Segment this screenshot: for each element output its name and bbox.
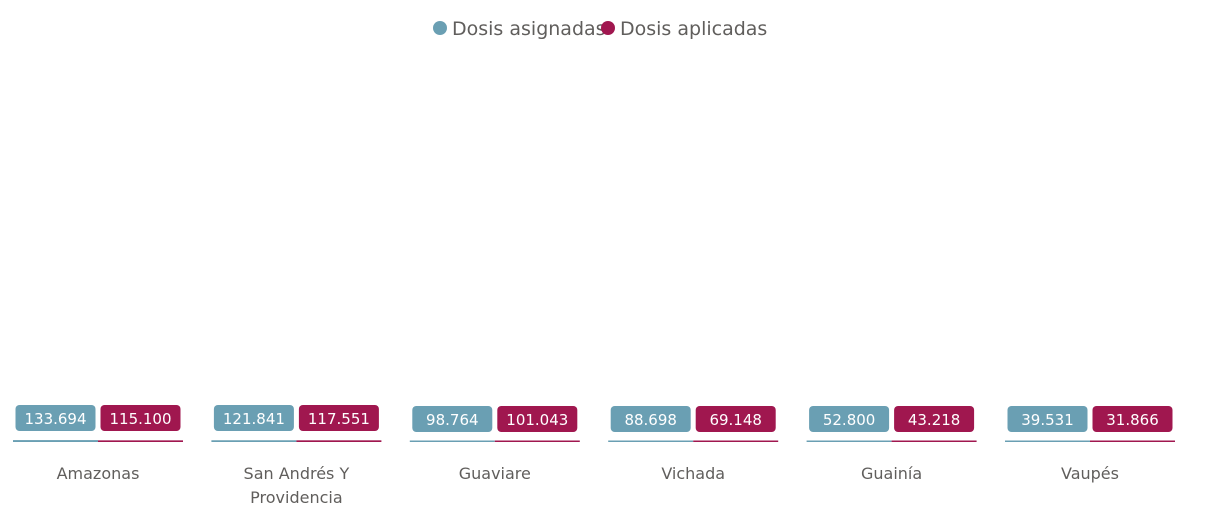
data-label-0-2: 98.764 bbox=[426, 411, 479, 429]
legend-marker-0 bbox=[433, 21, 447, 35]
bar-1-4[interactable] bbox=[891, 440, 977, 443]
legend: Dosis asignadas Dosis aplicadas bbox=[433, 18, 767, 40]
data-label-1-3: 69.148 bbox=[709, 411, 762, 429]
data-label-bg-1-3 bbox=[695, 406, 776, 432]
data-label-1-5: 31.866 bbox=[1106, 411, 1159, 429]
bar-0-5[interactable] bbox=[1005, 440, 1090, 443]
category-group-1: 121.841 117.551 San Andrés Y Providencia bbox=[211, 405, 382, 507]
data-label-bg-0-0 bbox=[15, 405, 96, 431]
bar-0-4[interactable] bbox=[806, 440, 892, 443]
legend-label-0: Dosis asignadas bbox=[452, 18, 606, 40]
category-group-5: 39.531 31.866 Vaupés bbox=[1005, 406, 1175, 483]
bar-1-0[interactable] bbox=[98, 440, 183, 442]
data-label-bg-0-5 bbox=[1007, 406, 1088, 432]
legend-marker-1 bbox=[601, 21, 615, 35]
data-label-bg-0-3 bbox=[610, 406, 691, 432]
bar-0-1[interactable] bbox=[211, 440, 297, 442]
bar-1-3[interactable] bbox=[693, 440, 779, 443]
category-label-2: Guaviare bbox=[459, 464, 531, 483]
category-label-3: Vichada bbox=[661, 464, 725, 483]
category-group-3: 88.698 69.148 Vichada bbox=[608, 406, 779, 483]
legend-item-1[interactable]: Dosis aplicadas bbox=[601, 18, 767, 40]
bar-0-3[interactable] bbox=[608, 440, 694, 443]
data-label-bg-1-2 bbox=[497, 406, 578, 432]
data-label-0-1: 121.841 bbox=[223, 410, 285, 428]
data-label-1-1: 117.551 bbox=[308, 410, 370, 428]
data-label-1-2: 101.043 bbox=[506, 411, 568, 429]
category-label-1-line-1: Providencia bbox=[250, 488, 342, 507]
data-label-bg-1-1 bbox=[298, 405, 379, 431]
data-label-bg-1-5 bbox=[1092, 406, 1173, 432]
bar-1-2[interactable] bbox=[494, 440, 580, 443]
legend-item-0[interactable]: Dosis asignadas bbox=[433, 18, 606, 40]
category-group-4: 52.800 43.218 Guainía bbox=[806, 406, 977, 483]
legend-label-1: Dosis aplicadas bbox=[620, 18, 767, 40]
bar-1-5[interactable] bbox=[1090, 440, 1175, 443]
bar-1-1[interactable] bbox=[296, 440, 382, 442]
bar-0-2[interactable] bbox=[409, 440, 495, 443]
bar-0-0[interactable] bbox=[13, 440, 98, 442]
data-label-bg-0-2 bbox=[412, 406, 493, 432]
category-label-5: Vaupés bbox=[1061, 464, 1119, 483]
data-label-bg-1-4 bbox=[894, 406, 975, 432]
data-label-bg-1-0 bbox=[100, 405, 181, 431]
data-label-0-0: 133.694 bbox=[24, 410, 86, 428]
category-label-0: Amazonas bbox=[57, 464, 140, 483]
data-label-0-4: 52.800 bbox=[823, 411, 876, 429]
data-label-bg-0-1 bbox=[213, 405, 294, 431]
data-label-0-5: 39.531 bbox=[1021, 411, 1074, 429]
data-label-1-4: 43.218 bbox=[908, 411, 961, 429]
category-label-4: Guainía bbox=[861, 464, 922, 483]
category-label-1-line-0: San Andrés Y bbox=[244, 464, 350, 483]
category-group-2: 98.764 101.043 Guaviare bbox=[409, 406, 580, 483]
category-group-0: 133.694 115.100 Amazonas bbox=[13, 405, 183, 483]
data-label-1-0: 115.100 bbox=[109, 410, 171, 428]
data-label-bg-0-4 bbox=[809, 406, 890, 432]
data-label-0-3: 88.698 bbox=[624, 411, 677, 429]
